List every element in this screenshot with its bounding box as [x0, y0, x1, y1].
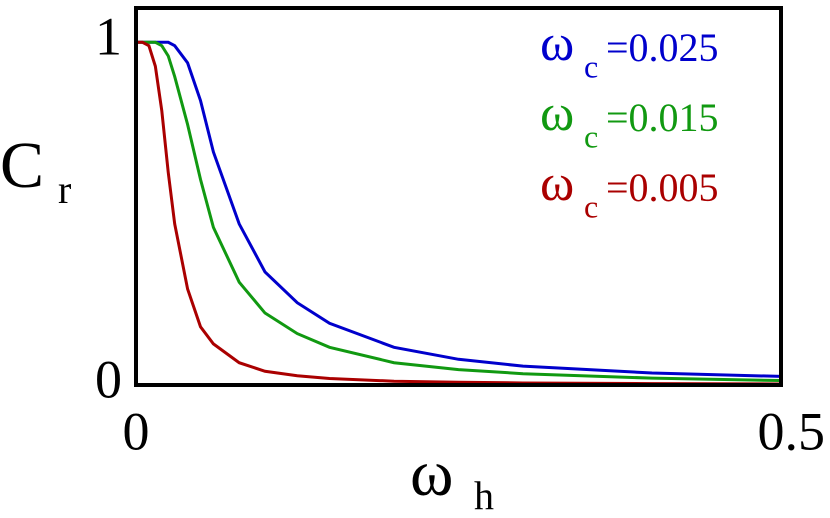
legend-sub: c	[584, 188, 598, 224]
x-label-symbol: ω	[410, 437, 453, 510]
legend-symbol: ω	[540, 85, 574, 142]
line	[136, 40, 782, 386]
legend-value: =0.015	[606, 95, 719, 140]
x-tick-label: 0	[123, 401, 150, 461]
plot-frame	[134, 6, 783, 387]
legend-value: =0.025	[606, 25, 719, 70]
y-label-sub: r	[58, 167, 71, 212]
line	[136, 40, 782, 383]
legend-value: =0.005	[606, 165, 719, 210]
y-label-symbol: C	[0, 129, 44, 202]
legend-symbol: ω	[540, 15, 574, 72]
legend-sub: c	[584, 48, 598, 84]
x-tick-label: 0.5	[758, 401, 826, 461]
y-tick-label: 0	[95, 349, 122, 409]
y-tick-label: 1	[95, 7, 122, 67]
legend-symbol: ω	[540, 155, 574, 212]
x-label-sub: h	[474, 473, 494, 518]
legend-sub: c	[584, 118, 598, 154]
